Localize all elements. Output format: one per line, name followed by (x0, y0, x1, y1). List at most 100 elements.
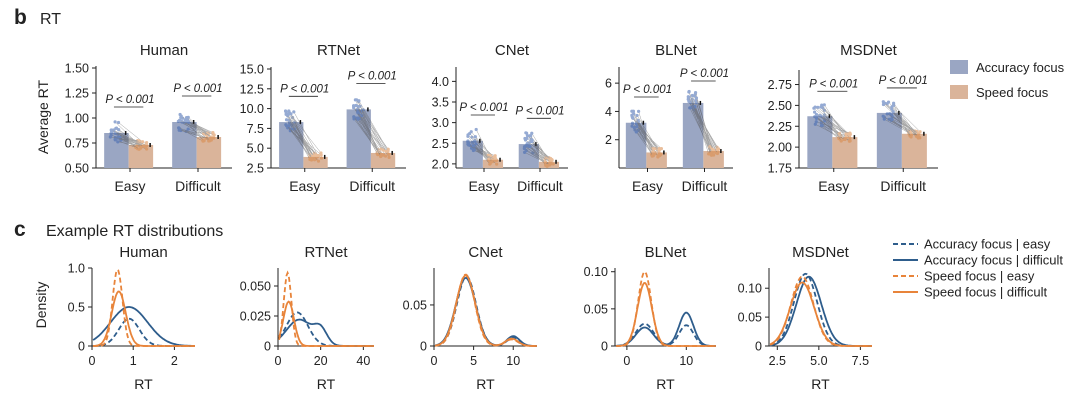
chart-b-blnet-dot-accuracy (634, 130, 638, 134)
chart-b-msdnet-dot-speed (839, 139, 843, 143)
chart-b-msdnet-pair-line (821, 122, 841, 140)
chart-c-msdnet-curve-speed-focus-difficult (769, 281, 872, 347)
chart-b-blnet-dot-accuracy (631, 109, 636, 113)
chart-c-rtnet-xtick-label: 20 (314, 354, 328, 368)
chart-c-cnet: CNet 0 0.05 0 5 10 RT (403, 244, 537, 392)
chart-b-msdnet-pair-line (884, 103, 912, 132)
chart-b-blnet-ytick-label: 2 (605, 133, 612, 147)
chart-b-msdnet-dot-accuracy (814, 112, 819, 117)
chart-b-blnet-dot-speed (657, 151, 661, 155)
chart-b-human-ytick-label: 0.50 (65, 162, 89, 176)
chart-b-human: Human 0.50 0.75 1.00 1.25 1.50 Easy P < 0.001 Di… (65, 42, 232, 194)
chart-b-msdnet-pair-line (893, 105, 921, 132)
chart-b-msdnet-pval: P < 0.001 (809, 78, 858, 90)
chart-b-cnet-dot-accuracy (522, 146, 526, 151)
chart-b-rtnet-pair-line (288, 127, 310, 157)
chart-b-msdnet-dot-accuracy (892, 101, 896, 105)
chart-b-blnet-pair-line (633, 113, 654, 152)
chart-b-cnet-dot-accuracy (473, 135, 477, 139)
chart-b-cnet-dot-accuracy (466, 134, 470, 138)
chart-b-msdnet-bar-speed-easy (832, 137, 858, 168)
chart-b-rtnet-pair-line (290, 113, 317, 155)
chart-b-msdnet-dot-accuracy (890, 117, 894, 122)
chart-b-human-dot-accuracy (177, 126, 181, 130)
chart-b-rtnet-pair-line (357, 117, 384, 156)
chart-b-blnet-dot-speed (715, 147, 720, 152)
chart-b-cnet-dot-speed (487, 157, 491, 161)
chart-b-msdnet-dot-accuracy (813, 122, 817, 126)
chart-b-msdnet-bar-speed-difficult (901, 133, 927, 168)
chart-b-rtnet-xcat-difficult: Difficult (349, 178, 395, 194)
chart-b-cnet-pair-line (474, 149, 496, 160)
chart-b-msdnet-dot-speed (844, 136, 848, 140)
chart-b-blnet-paired-lines-easy (630, 109, 664, 159)
chart-b-blnet-xcat-easy: Easy (632, 178, 663, 194)
chart-b-human-dot-accuracy (113, 138, 117, 142)
chart-b-blnet-dot-accuracy (694, 100, 699, 104)
chart-b-human-ytick-label: 1.50 (65, 62, 89, 76)
chart-b-human-pair-line (187, 121, 208, 134)
chart-c-rtnet-title: RTNet (304, 244, 348, 261)
chart-b-msdnet-pair-line (889, 113, 919, 139)
chart-b-human-dot-speed (142, 144, 146, 148)
chart-b-cnet-pair-line (529, 146, 546, 166)
chart-b-human-dot-speed (209, 135, 214, 140)
chart-b-cnet-dot-accuracy (474, 142, 478, 146)
chart-b-msdnet-dot-accuracy (820, 103, 824, 107)
chart-b-rtnet-dot-accuracy (289, 112, 293, 116)
chart-b-blnet-pair-line (638, 111, 653, 157)
chart-c-human-title: Human (119, 244, 167, 261)
chart-b-human-dot-accuracy (179, 114, 183, 118)
chart-b-blnet-dot-accuracy (632, 112, 636, 116)
chart-b-msdnet-dot-accuracy (886, 100, 891, 104)
chart-b-msdnet-xcat-difficult: Difficult (880, 178, 926, 194)
chart-b-cnet-dot-accuracy (523, 150, 527, 154)
chart-c-msdnet: MSDNet 0 0.05 0.10 2.5 5.0 7.5 RT (738, 244, 872, 392)
chart-c-blnet-ytick-label: 0.10 (584, 265, 608, 279)
chart-b-msdnet-dot-accuracy (891, 110, 895, 114)
chart-b-blnet-dot-speed (650, 154, 654, 158)
chart-c-cnet-curve-accuracy-focus-easy (434, 275, 537, 347)
chart-b-human-ytick-label: 0.75 (65, 137, 89, 151)
chart-b-blnet-dot-accuracy (694, 96, 699, 100)
chart-b-rtnet-ytick-label: 15.0 (240, 63, 264, 77)
chart-b-rtnet-pair-line (288, 110, 314, 157)
chart-b-rtnet-ytick-label: 10.0 (240, 102, 264, 116)
chart-c-msdnet-xtick-label: 5.0 (810, 354, 827, 368)
chart-b-human-dot-accuracy (116, 140, 120, 144)
chart-b-msdnet-ytick-label: 2.00 (768, 141, 792, 155)
chart-b-msdnet-pair-line (884, 118, 910, 134)
chart-b-blnet-dot-speed (710, 147, 714, 151)
chart-b-rtnet-dot-speed (319, 156, 324, 160)
chart-b-blnet-pair-line (691, 106, 711, 148)
chart-b-msdnet-dot-accuracy (814, 116, 819, 120)
chart-b-msdnet-dot-accuracy (888, 111, 892, 116)
chart-b-rtnet-dot-accuracy (354, 103, 358, 108)
legend-label-speed-focus-difficult: Speed focus | difficult (924, 285, 1047, 300)
chart-b-msdnet-pair-line (891, 108, 917, 137)
chart-b-blnet-dot-speed (651, 147, 655, 151)
chart-b-msdnet-dot-accuracy (822, 103, 826, 107)
chart-b-blnet-title: BLNet (655, 42, 698, 59)
chart-b-human-pair-line (179, 129, 204, 134)
chart-b-msdnet-pair-line (887, 113, 919, 134)
chart-b-cnet-dot-accuracy (469, 130, 473, 134)
chart-b-blnet-dot-accuracy (687, 99, 691, 103)
chart-b-msdnet-dot-accuracy (814, 120, 818, 124)
chart-b-human-dot-speed (211, 130, 215, 135)
chart-c-blnet-ytick-label: 0 (601, 340, 608, 354)
chart-b-rtnet-dot-speed (381, 148, 385, 152)
chart-b-blnet-paired-lines-difficult (686, 89, 721, 157)
legend-label-accuracy-focus-difficult: Accuracy focus | difficult (924, 253, 1063, 268)
chart-b-blnet-pair-line (636, 126, 662, 149)
chart-b-cnet-pair-line (531, 133, 551, 164)
chart-b-blnet-dot-speed (715, 151, 720, 156)
chart-c-rtnet-ytick-label: 0.050 (240, 280, 271, 294)
chart-c-rtnet-curve-accuracy-focus-difficult (278, 318, 374, 347)
chart-b-cnet-pair-line (468, 144, 494, 161)
chart-c-rtnet-xlabel: RT (317, 376, 336, 392)
chart-b-human-ytick-label: 1.00 (65, 112, 89, 126)
chart-b-cnet-dot-speed (547, 163, 551, 167)
chart-b-rtnet-dot-accuracy (287, 118, 291, 122)
